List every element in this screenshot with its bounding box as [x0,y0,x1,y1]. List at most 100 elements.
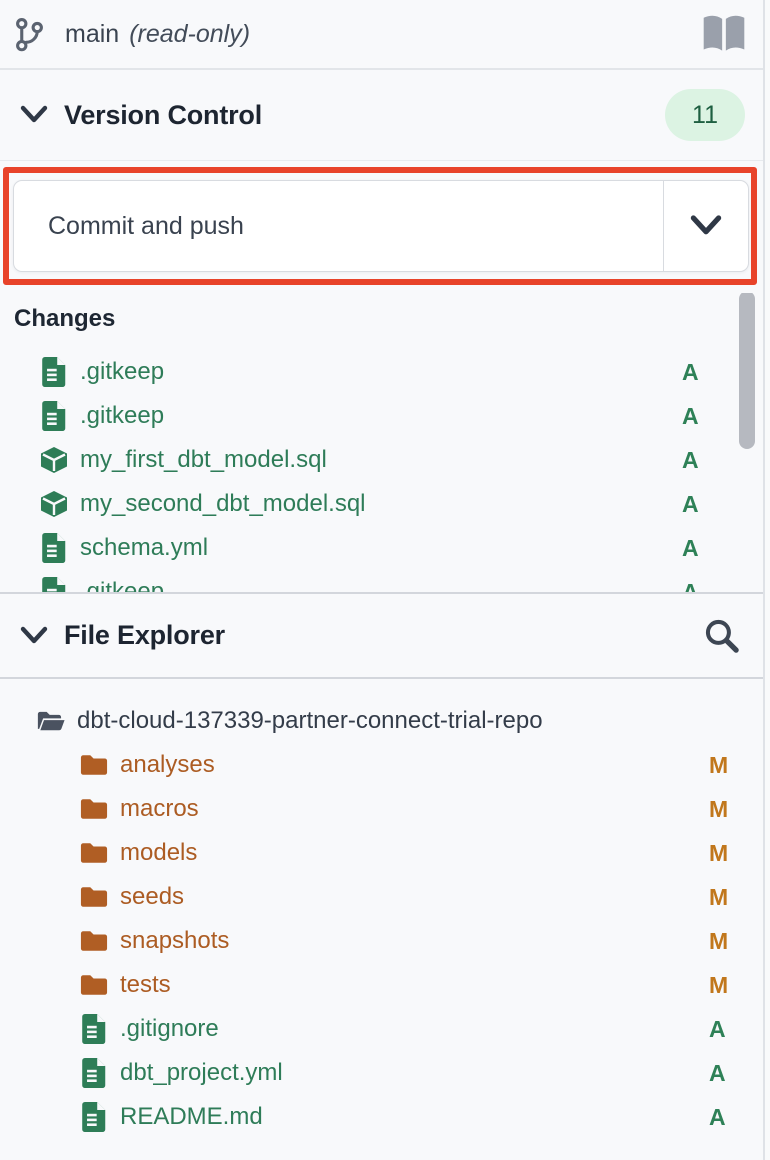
annotation-highlight-box: Commit and push [3,167,757,285]
file-name: seeds [120,883,185,910]
git-status-letter: A [682,490,699,517]
chevron-down-icon [690,215,722,235]
folder-icon [80,799,108,819]
folder-open-icon [37,711,65,731]
folder-icon [80,887,108,907]
file-tree-row[interactable]: dbt_project.yml A [0,1051,770,1095]
git-status-letter: M [709,927,729,954]
changes-label: Changes [14,305,116,332]
git-status-letter: M [709,795,729,822]
version-control-title: Version Control [64,99,263,130]
file-icon [82,1102,106,1132]
branch-bar: main (read-only) [0,0,770,70]
file-name: .gitignore [120,1015,219,1042]
changes-count-badge: 11 [665,89,745,141]
version-control-header[interactable]: Version Control 11 [0,70,770,161]
changed-file-row[interactable]: my_first_dbt_model.sql A [0,438,770,482]
model-icon [41,491,67,517]
file-icon [42,533,66,563]
commit-options-dropdown[interactable] [663,181,748,271]
changed-file-row[interactable]: .gitkeep A [0,570,770,594]
file-name: snapshots [120,927,230,954]
file-tree-row[interactable]: README.md A [0,1095,770,1139]
file-type-icon-wrap [40,577,68,592]
chevron-down-icon [20,626,48,643]
git-status-letter: M [709,883,729,910]
file-name: analyses [120,751,215,778]
git-status-letter: A [709,1059,726,1086]
file-icon [82,1014,106,1044]
file-tree-row[interactable]: analyses M [0,743,770,787]
folder-icon [80,843,108,863]
file-name: .gitkeep [80,358,165,385]
file-type-icon-wrap [80,797,108,821]
file-type-icon-wrap [80,753,108,777]
file-type-icon-wrap [80,885,108,909]
branch-name: main [65,19,120,48]
git-status-letter: A [682,534,699,561]
file-type-icon-wrap [80,1058,108,1088]
changes-section: Changes .gi [0,293,770,594]
file-type-icon-wrap [40,357,68,387]
file-name: dbt-cloud-137339-partner-connect-trial-r… [77,707,543,734]
file-type-icon-wrap [37,709,65,733]
open-book-icon[interactable] [700,13,748,55]
file-name: macros [120,795,199,822]
git-status-letter: A [709,1015,726,1042]
file-type-icon-wrap [40,401,68,431]
git-status-letter: M [709,839,729,866]
git-status-letter: A [682,402,699,429]
git-status-letter: A [682,358,699,385]
file-tree-row[interactable]: seeds M [0,875,770,919]
branch-readonly-label: (read-only) [129,19,251,48]
changed-file-row[interactable]: schema.yml A [0,526,770,570]
changed-file-row[interactable]: .gitkeep A [0,394,770,438]
file-type-icon-wrap [80,973,108,997]
commit-area: Commit and push [0,167,770,293]
git-status-letter: A [682,446,699,473]
file-icon [82,1058,106,1088]
changed-file-row[interactable]: my_second_dbt_model.sql A [0,482,770,526]
file-type-icon-wrap [80,841,108,865]
file-type-icon-wrap [40,533,68,563]
folder-icon [80,931,108,951]
folder-icon [80,755,108,775]
file-name: my_first_dbt_model.sql [80,446,327,473]
file-tree-row[interactable]: tests M [0,963,770,1007]
git-branch-icon [16,17,43,52]
commit-button-label: Commit and push [48,211,244,240]
panel-scrollbar-track [763,0,770,1160]
file-icon [42,357,66,387]
file-name: README.md [120,1103,263,1130]
file-name: schema.yml [80,534,209,561]
file-tree-row[interactable]: dbt-cloud-137339-partner-connect-trial-r… [0,699,770,743]
file-tree-row[interactable]: .gitignore A [0,1007,770,1051]
file-type-icon-wrap [40,446,68,474]
file-type-icon-wrap [80,929,108,953]
file-tree-row[interactable]: snapshots M [0,919,770,963]
commit-and-push-button[interactable]: Commit and push [13,180,749,272]
file-name: models [120,839,198,866]
file-type-icon-wrap [80,1014,108,1044]
scrollbar-thumb[interactable] [739,293,755,449]
file-name: dbt_project.yml [120,1059,283,1086]
chevron-down-icon [20,105,48,123]
file-name: .gitkeep [80,402,165,429]
changed-file-row[interactable]: .gitkeep A [0,350,770,394]
file-type-icon-wrap [40,490,68,518]
file-explorer-title: File Explorer [64,620,225,650]
changes-list: .gitkeep A [0,350,770,594]
file-name: tests [120,971,171,998]
folder-icon [80,975,108,995]
file-name: .gitkeep [80,578,165,594]
file-icon [42,401,66,431]
file-icon [42,577,66,592]
file-tree-row[interactable]: models M [0,831,770,875]
git-status-letter: A [682,578,699,594]
search-icon[interactable] [703,617,740,654]
file-explorer-header[interactable]: File Explorer [0,594,770,679]
file-tree-row[interactable]: macros M [0,787,770,831]
git-status-letter: A [709,1103,726,1130]
git-status-letter: M [709,751,729,778]
file-name: my_second_dbt_model.sql [80,490,366,517]
